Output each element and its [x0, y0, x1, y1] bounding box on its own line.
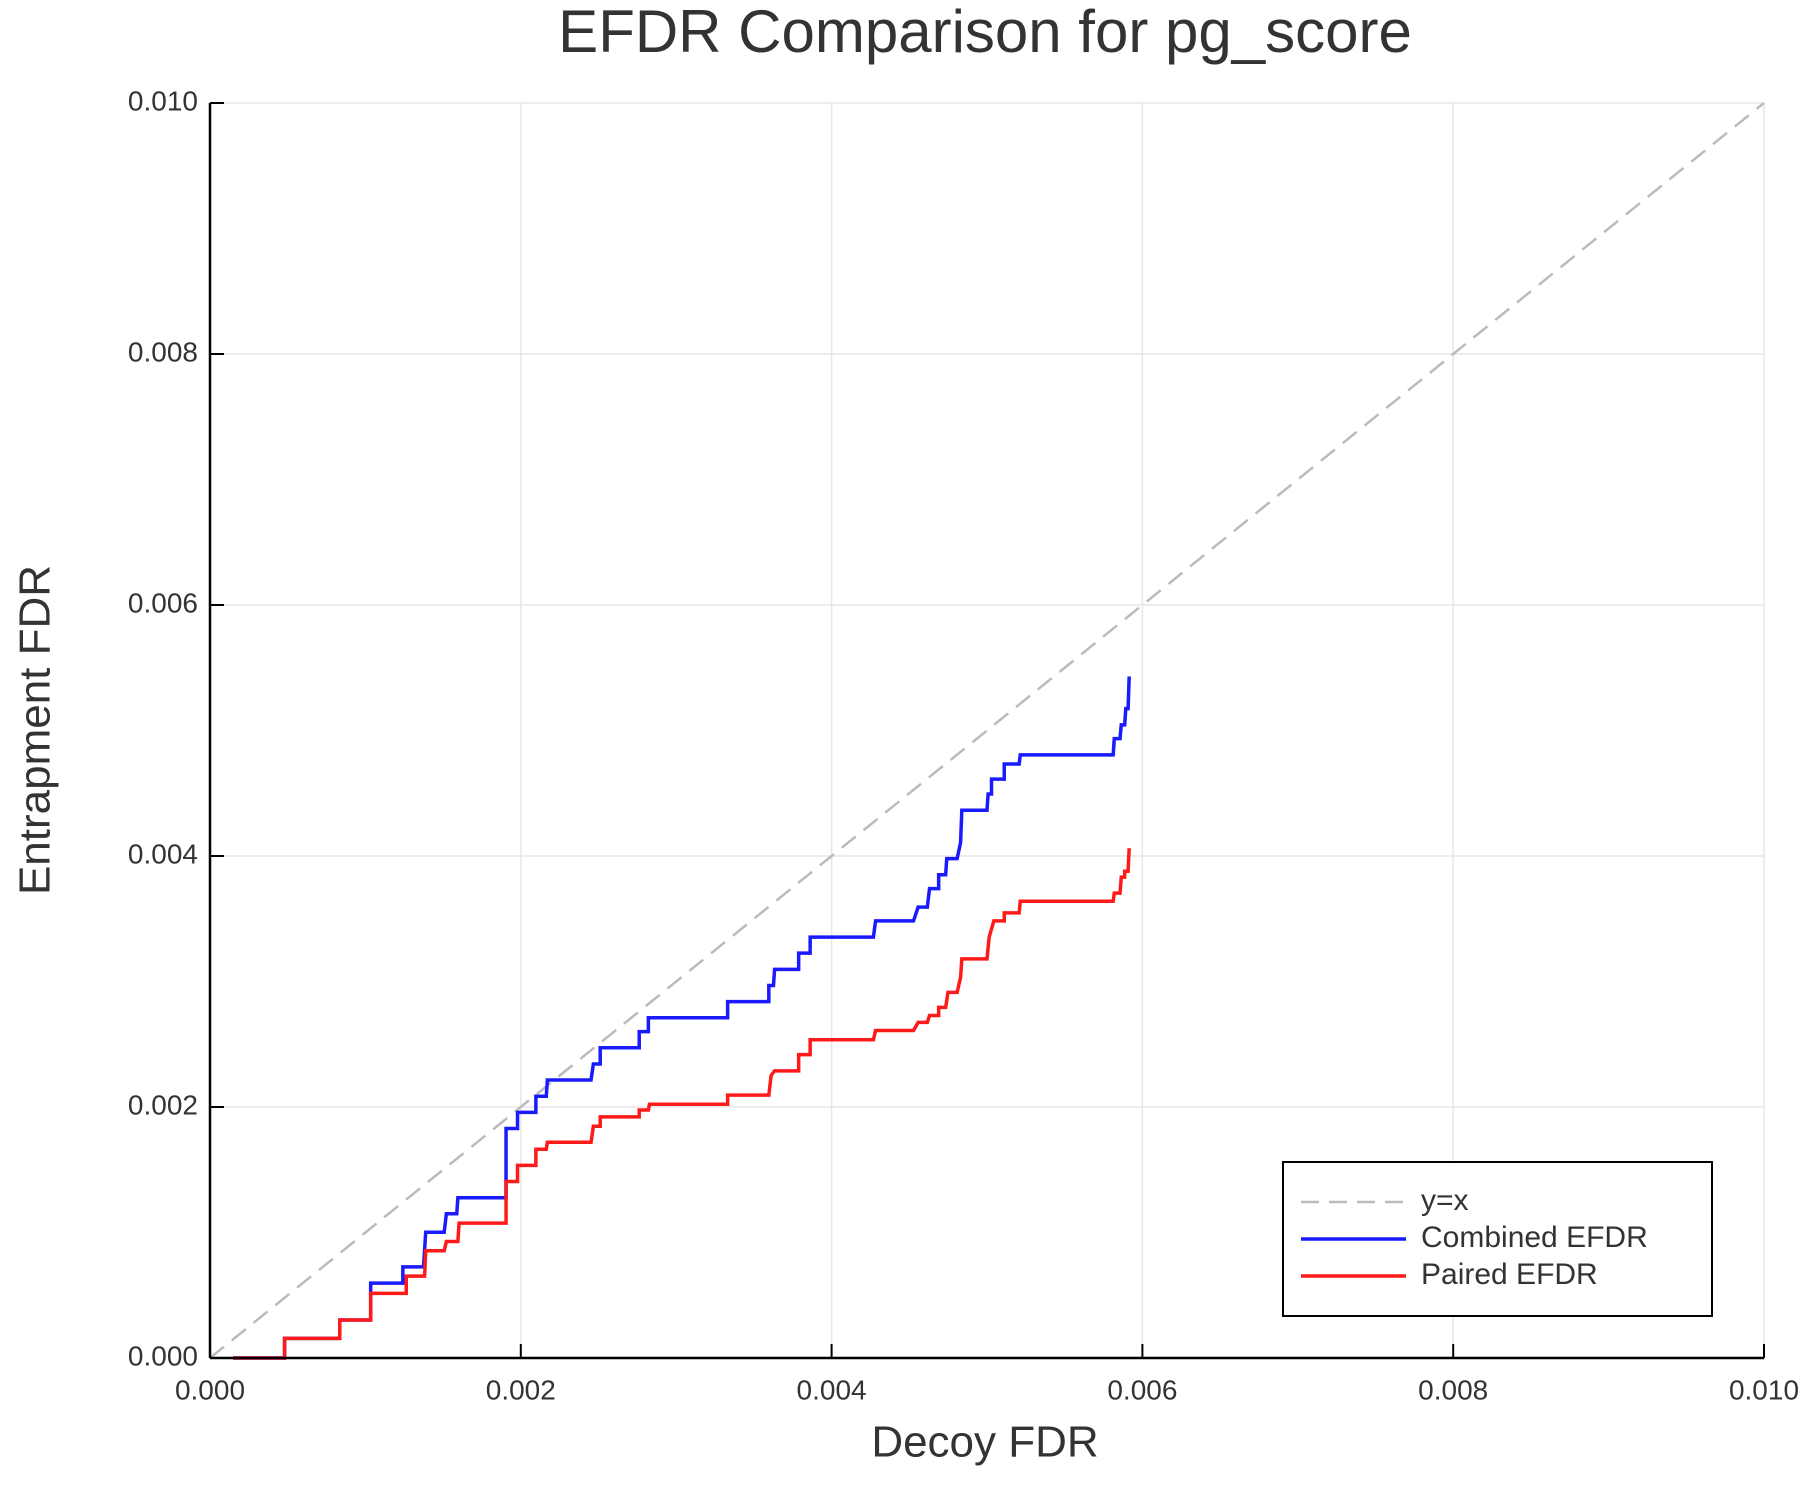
- x-tick-label: 0.000: [175, 1374, 245, 1405]
- legend-label: y=x: [1421, 1184, 1469, 1217]
- x-tick-label: 0.006: [1107, 1374, 1177, 1405]
- x-tick-label: 0.010: [1729, 1374, 1799, 1405]
- y-tick-label: 0.010: [128, 85, 198, 116]
- y-tick-label: 0.008: [128, 336, 198, 367]
- y-tick-label: 0.000: [128, 1340, 198, 1371]
- x-tick-label: 0.008: [1418, 1374, 1488, 1405]
- legend: y=x Combined EFDR Paired EFDR: [1282, 1161, 1713, 1317]
- chart-title: EFDR Comparison for pg_score: [558, 0, 1412, 65]
- legend-label: Paired EFDR: [1421, 1258, 1598, 1291]
- series-line: [233, 848, 1131, 1360]
- plot-area: [209, 102, 1765, 1360]
- series-line: [233, 676, 1131, 1360]
- axes: 0.000 0.002 0.004 0.006 0.008 0.010 0.000 0.002…: [128, 85, 1799, 1405]
- x-axis-label: Decoy FDR: [871, 1418, 1098, 1467]
- series-line: [209, 102, 1765, 1359]
- x-tick-label: 0.002: [486, 1374, 556, 1405]
- x-tick-label: 0.004: [797, 1374, 867, 1405]
- y-tick-label: 0.006: [128, 587, 198, 618]
- y-tick-label: 0.002: [128, 1089, 198, 1120]
- grid: [209, 102, 1765, 1359]
- legend-label: Combined EFDR: [1421, 1221, 1648, 1254]
- y-axis-label: Entrapment FDR: [11, 565, 60, 895]
- y-tick-label: 0.004: [128, 838, 198, 869]
